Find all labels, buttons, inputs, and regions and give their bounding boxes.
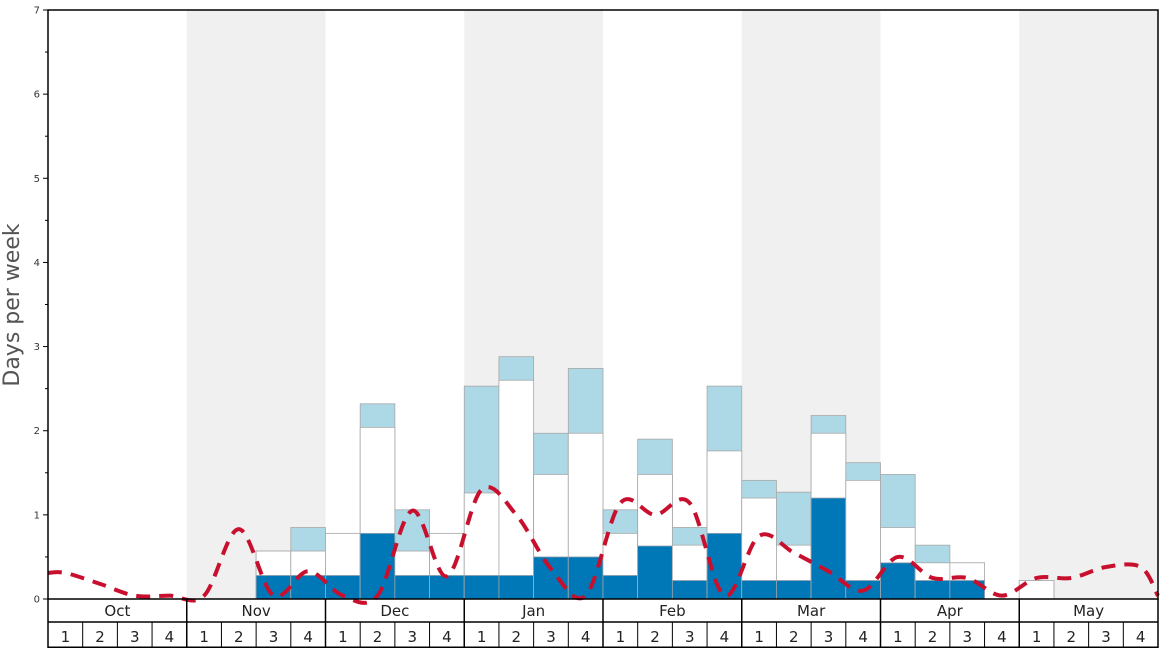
week-label-nov-3: 3 — [269, 628, 279, 646]
month-label-may: May — [1073, 602, 1104, 620]
week-label-oct-1: 1 — [61, 628, 71, 646]
bar-dark-25 — [880, 562, 916, 600]
week-label-feb-3: 3 — [685, 628, 695, 646]
week-label-jan-4: 4 — [581, 628, 591, 646]
week-label-jan-1: 1 — [477, 628, 487, 646]
y-tick-label-5: 5 — [34, 174, 40, 185]
week-label-apr-2: 2 — [928, 628, 938, 646]
week-label-oct-4: 4 — [165, 628, 175, 646]
bar-dark-19 — [671, 580, 708, 600]
week-label-mar-3: 3 — [824, 628, 834, 646]
week-label-mar-4: 4 — [858, 628, 868, 646]
y-tick-label-0: 0 — [34, 595, 40, 606]
week-label-mar-2: 2 — [789, 628, 799, 646]
week-label-oct-2: 2 — [95, 628, 105, 646]
week-label-dec-3: 3 — [407, 628, 417, 646]
bar-dark-26 — [914, 580, 951, 600]
stacked-bars — [255, 356, 1055, 600]
week-label-dec-4: 4 — [442, 628, 452, 646]
bar-dark-7 — [255, 575, 292, 600]
week-label-apr-3: 3 — [962, 628, 972, 646]
y-axis: 0 1 2 3 4 5 6 7 — [34, 6, 48, 606]
bar-dark-17 — [602, 575, 639, 600]
week-label-feb-2: 2 — [650, 628, 660, 646]
week-label-may-3: 3 — [1101, 628, 1111, 646]
bar-dark-15 — [533, 556, 569, 600]
month-label-feb: Feb — [659, 602, 686, 620]
bar-dark-12 — [429, 575, 465, 600]
week-label-feb-4: 4 — [720, 628, 730, 646]
bar-dark-11 — [394, 575, 430, 600]
week-label-feb-1: 1 — [616, 628, 626, 646]
bar-white-24 — [845, 479, 881, 600]
bar-dark-22 — [776, 580, 812, 600]
dashed-trend-line — [47, 485, 1160, 605]
week-label-nov-1: 1 — [199, 628, 209, 646]
month-label-nov: Nov — [241, 602, 270, 620]
week-label-dec-2: 2 — [373, 628, 383, 646]
week-label-mar-1: 1 — [754, 628, 764, 646]
week-label-may-1: 1 — [1032, 628, 1042, 646]
y-tick-label-7: 7 — [34, 6, 40, 17]
bar-dark-13 — [463, 575, 500, 600]
y-tick-label-1: 1 — [34, 510, 40, 521]
dashed-line-path — [47, 485, 1160, 605]
week-label-dec-1: 1 — [338, 628, 348, 646]
bar-dark-18 — [637, 545, 673, 600]
bar-white-14 — [498, 379, 535, 600]
month-label-apr: Apr — [937, 602, 964, 620]
month-label-mar: Mar — [797, 602, 826, 620]
week-label-jan-3: 3 — [546, 628, 556, 646]
month-shading-bands — [186, 10, 1158, 599]
week-label-nov-2: 2 — [234, 628, 244, 646]
y-tick-label-2: 2 — [34, 426, 40, 437]
month-band-nov — [186, 10, 326, 599]
y-tick-label-6: 6 — [34, 90, 40, 101]
y-tick-label-3: 3 — [34, 342, 40, 353]
bar-dark-21 — [741, 580, 777, 600]
month-label-jan: Jan — [521, 602, 545, 620]
x-axis: Oct 1 2 3 4 Nov 1 2 3 4 Dec 1 2 3 4 Jan 1 2 3 4 Feb 1 2 3 4 Mar 1 2… — [47, 599, 1159, 648]
week-label-oct-3: 3 — [130, 628, 140, 646]
y-axis-label: Days per week — [0, 223, 25, 386]
month-label-oct: Oct — [104, 602, 130, 620]
month-label-dec: Dec — [380, 602, 409, 620]
month-band-may — [1019, 10, 1158, 599]
week-label-jan-2: 2 — [512, 628, 522, 646]
bar-dark-14 — [498, 575, 535, 600]
bar-dark-23 — [810, 497, 847, 600]
week-label-may-2: 2 — [1067, 628, 1077, 646]
week-label-apr-4: 4 — [997, 628, 1007, 646]
week-label-nov-4: 4 — [303, 628, 313, 646]
y-tick-label-4: 4 — [34, 258, 40, 269]
week-label-apr-1: 1 — [893, 628, 903, 646]
week-label-may-4: 4 — [1136, 628, 1146, 646]
